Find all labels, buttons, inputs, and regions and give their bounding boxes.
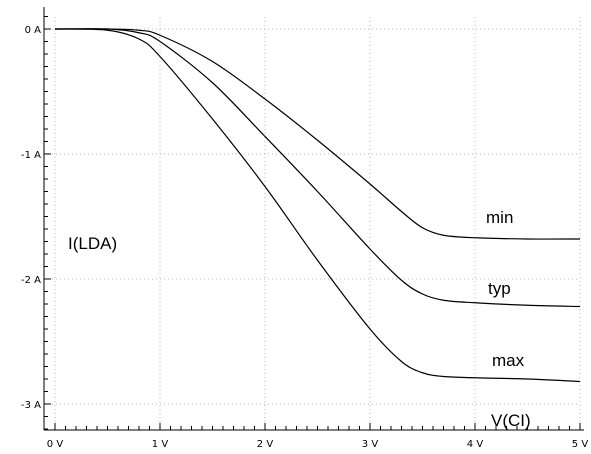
axes: 0 A -1 A -2 A -3 A 0 V 1 V 2 V 3 V 4 V 5 V xyxy=(21,7,588,450)
y-tick-label: -1 A xyxy=(21,150,41,161)
series-line-typ xyxy=(54,28,581,308)
x-tick-label: 0 V xyxy=(47,439,64,450)
series-line-min xyxy=(54,28,581,240)
series-label-min: min xyxy=(486,208,513,227)
y-tick-label: -2 A xyxy=(21,275,41,286)
y-axis-label: I(LDA) xyxy=(68,234,117,253)
x-tick-label: 5 V xyxy=(572,439,589,450)
x-axis-label: V(CI) xyxy=(491,411,531,430)
series-label-typ: typ xyxy=(488,279,511,298)
x-tick-label: 2 V xyxy=(257,439,274,450)
y-tick-label: -3 A xyxy=(21,400,41,411)
x-tick-label: 1 V xyxy=(152,439,169,450)
plot-area xyxy=(54,28,581,383)
series-line-max xyxy=(54,28,581,383)
y-tick-label: 0 A xyxy=(25,25,42,36)
x-tick-label: 4 V xyxy=(467,439,484,450)
x-tick-label: 3 V xyxy=(362,439,379,450)
grid xyxy=(44,17,581,430)
series-label-max: max xyxy=(492,351,525,370)
labels: I(LDA) V(CI) min typ max xyxy=(68,208,531,430)
